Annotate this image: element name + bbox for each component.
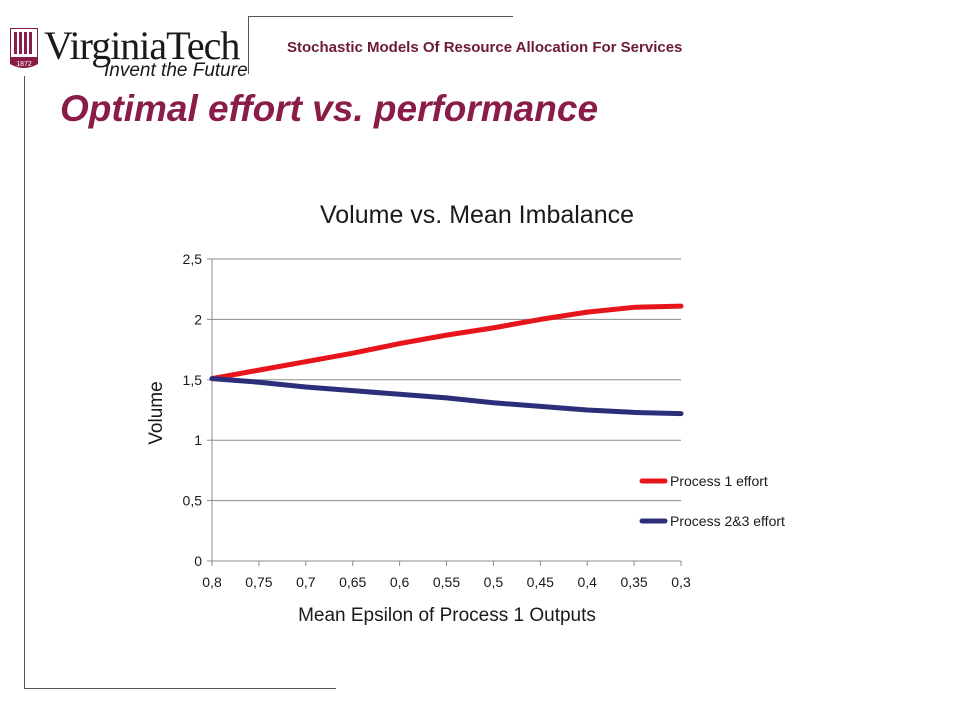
series-line-process-1-effort: [209, 303, 684, 382]
x-axis-title: Mean Epsilon of Process 1 Outputs: [298, 605, 596, 626]
shield-icon: 1872: [10, 28, 38, 68]
y-tick-label: 0: [194, 553, 202, 569]
series-lines: [209, 303, 684, 417]
legend-label: Process 2&3 effort: [670, 513, 785, 529]
course-title: Stochastic Models Of Resource Allocation…: [287, 39, 683, 56]
y-tick-label: 1: [194, 432, 202, 448]
x-tick-label: 0,55: [433, 574, 460, 590]
legend: Process 1 effort Process 2&3 effort: [639, 473, 785, 529]
x-tick-label: 0,3: [671, 574, 691, 590]
logo-year: 1872: [16, 61, 32, 68]
y-tick-label: 1,5: [183, 372, 203, 388]
logo-tagline: Invent the Future: [104, 60, 248, 81]
x-tick-label: 0,5: [484, 574, 504, 590]
x-tick-label: 0,4: [577, 574, 597, 590]
x-tick-label: 0,65: [339, 574, 366, 590]
series-line-process-2-3-effort: [209, 376, 684, 417]
y-tick-label: 2,5: [183, 251, 203, 267]
frame-line: [24, 688, 336, 689]
x-tick-label: 0,7: [296, 574, 316, 590]
frame-line: [24, 76, 25, 688]
virginia-tech-logo: 1872 VirginiaTech Invent the Future: [6, 22, 248, 82]
legend-label: Process 1 effort: [670, 473, 768, 489]
gridlines: [211, 258, 681, 562]
frame-line: [248, 16, 249, 74]
x-tick-label: 0,8: [202, 574, 222, 590]
logo-wordmark: VirginiaTech: [44, 23, 240, 68]
slide-title: Optimal effort vs. performance: [60, 88, 599, 129]
x-tick-label: 0,75: [245, 574, 272, 590]
frame-line: [248, 16, 513, 17]
x-tick-label: 0,45: [527, 574, 554, 590]
chart-title: Volume vs. Mean Imbalance: [320, 201, 634, 229]
x-tick-label: 0,35: [620, 574, 647, 590]
x-axis-ticks: 0,8 0,75 0,7 0,65 0,6 0,55 0,5 0,45 0,4 0,35 0,3: [202, 561, 691, 590]
y-tick-label: 2: [194, 311, 202, 327]
y-axis-ticks: 0 0,5 1 1,5 2 2,5: [183, 251, 212, 569]
y-tick-label: 0,5: [183, 493, 203, 509]
x-tick-label: 0,6: [390, 574, 410, 590]
y-axis-title: Volume: [146, 381, 167, 444]
